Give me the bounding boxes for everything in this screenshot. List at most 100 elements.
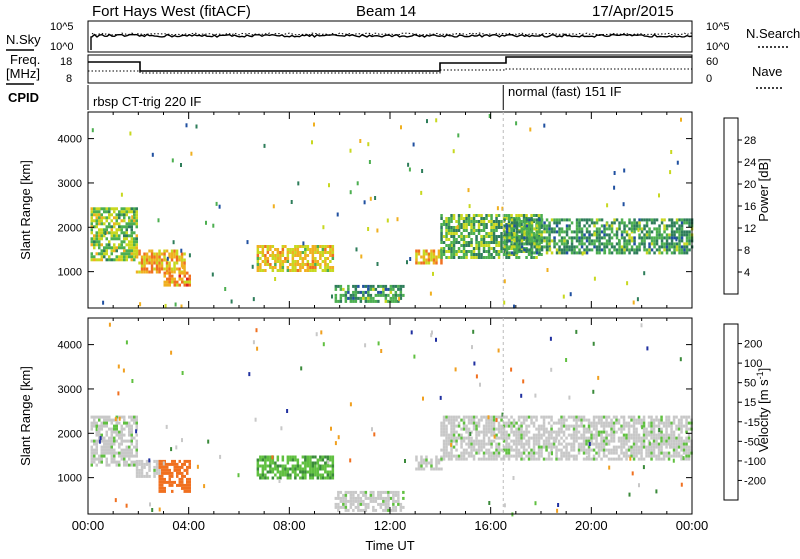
echo-cell	[452, 232, 456, 235]
echo-cell	[487, 427, 491, 431]
echo-cell	[482, 430, 486, 434]
echo-cell	[560, 242, 564, 246]
echo-cell	[108, 439, 111, 443]
colorbar-tick-label: 15	[744, 397, 756, 409]
echo-cell	[622, 424, 626, 428]
echo-cell	[503, 245, 506, 249]
echo-cell	[503, 239, 506, 243]
echo-cell	[158, 459, 161, 463]
echo-cell	[595, 427, 598, 431]
echo-cell	[135, 219, 138, 223]
echo-cell	[457, 433, 461, 437]
echo-cell	[168, 483, 171, 487]
echo-cell	[610, 224, 614, 228]
echo-cell	[399, 502, 403, 506]
echo-cell	[457, 229, 461, 232]
echo-cell	[578, 230, 581, 234]
echo-cell	[319, 245, 322, 248]
echo-speck	[139, 302, 142, 307]
echo-cell	[118, 222, 121, 226]
echo-cell	[301, 260, 305, 263]
echo-cell	[143, 474, 146, 478]
echo-cell	[427, 261, 431, 265]
echo-cell	[528, 218, 531, 222]
echo-cell	[435, 461, 438, 465]
echo-cell	[587, 418, 591, 422]
echo-cell	[550, 433, 553, 437]
echo-cell	[677, 424, 681, 428]
echo-speck	[246, 240, 249, 245]
echo-cell	[339, 293, 343, 297]
echo-cell	[485, 424, 488, 428]
echo-cell	[166, 271, 169, 275]
echo-cell	[120, 252, 123, 256]
echo-cell	[552, 445, 556, 449]
echo-speck	[166, 256, 169, 261]
echo-cell	[542, 442, 546, 446]
echo-cell	[565, 454, 568, 458]
echo-cell	[455, 220, 458, 223]
echo-cell	[643, 248, 646, 252]
echo-cell	[148, 474, 151, 478]
echo-cell	[382, 496, 385, 500]
echo-cell	[650, 451, 653, 455]
echo-cell	[605, 436, 608, 440]
echo-cell	[685, 436, 688, 440]
echo-cell	[462, 439, 466, 443]
echo-cell	[515, 430, 518, 434]
echo-cell	[653, 218, 656, 222]
echo-cell	[465, 415, 468, 419]
echo-cell	[588, 236, 591, 240]
echo-cell	[497, 253, 501, 256]
echo-cell	[542, 415, 546, 419]
echo-cell	[562, 439, 566, 443]
echo-cell	[301, 266, 305, 269]
echo-speck	[278, 479, 281, 483]
echo-cell	[615, 430, 618, 434]
echo-speck	[412, 142, 415, 147]
echo-cell	[304, 461, 307, 465]
echo-cell	[467, 442, 471, 446]
echo-cell	[575, 230, 579, 234]
echo-cell	[123, 448, 126, 452]
echo-cell	[465, 427, 468, 431]
echo-cell	[505, 253, 508, 256]
echo-speck	[669, 170, 672, 175]
echo-cell	[125, 249, 128, 253]
echo-cell	[602, 427, 606, 431]
echo-cell	[173, 280, 176, 284]
echo-cell	[113, 418, 116, 422]
echo-cell	[672, 445, 676, 449]
echo-cell	[115, 255, 118, 259]
echo-cell	[610, 433, 613, 437]
echo-cell	[563, 251, 566, 255]
echo-cell	[515, 427, 518, 431]
echo-cell	[266, 464, 270, 468]
echo-cell	[670, 245, 674, 249]
echo-cell	[645, 251, 649, 255]
echo-cell	[482, 424, 486, 428]
echo-cell	[452, 247, 456, 250]
echo-speck	[406, 260, 408, 265]
echo-cell	[545, 427, 548, 431]
echo-cell	[485, 457, 488, 461]
echo-speck	[185, 123, 188, 128]
echo-cell	[135, 439, 138, 443]
echo-cell	[279, 476, 282, 480]
echo-cell	[181, 271, 184, 275]
echo-cell	[567, 451, 571, 455]
echo-speck	[546, 268, 549, 272]
echo-cell	[685, 418, 688, 422]
echo-cell	[314, 269, 317, 272]
echo-cell	[334, 505, 338, 509]
echo-cell	[612, 445, 616, 449]
echo-cell	[105, 448, 108, 452]
echo-cell	[650, 218, 654, 222]
echo-speck	[363, 200, 366, 205]
echo-speck	[566, 240, 569, 245]
echo-cell	[490, 421, 493, 425]
echo-cell	[271, 266, 275, 269]
echo-cell	[359, 290, 363, 294]
echo-cell	[294, 476, 297, 480]
echo-cell	[553, 218, 556, 222]
